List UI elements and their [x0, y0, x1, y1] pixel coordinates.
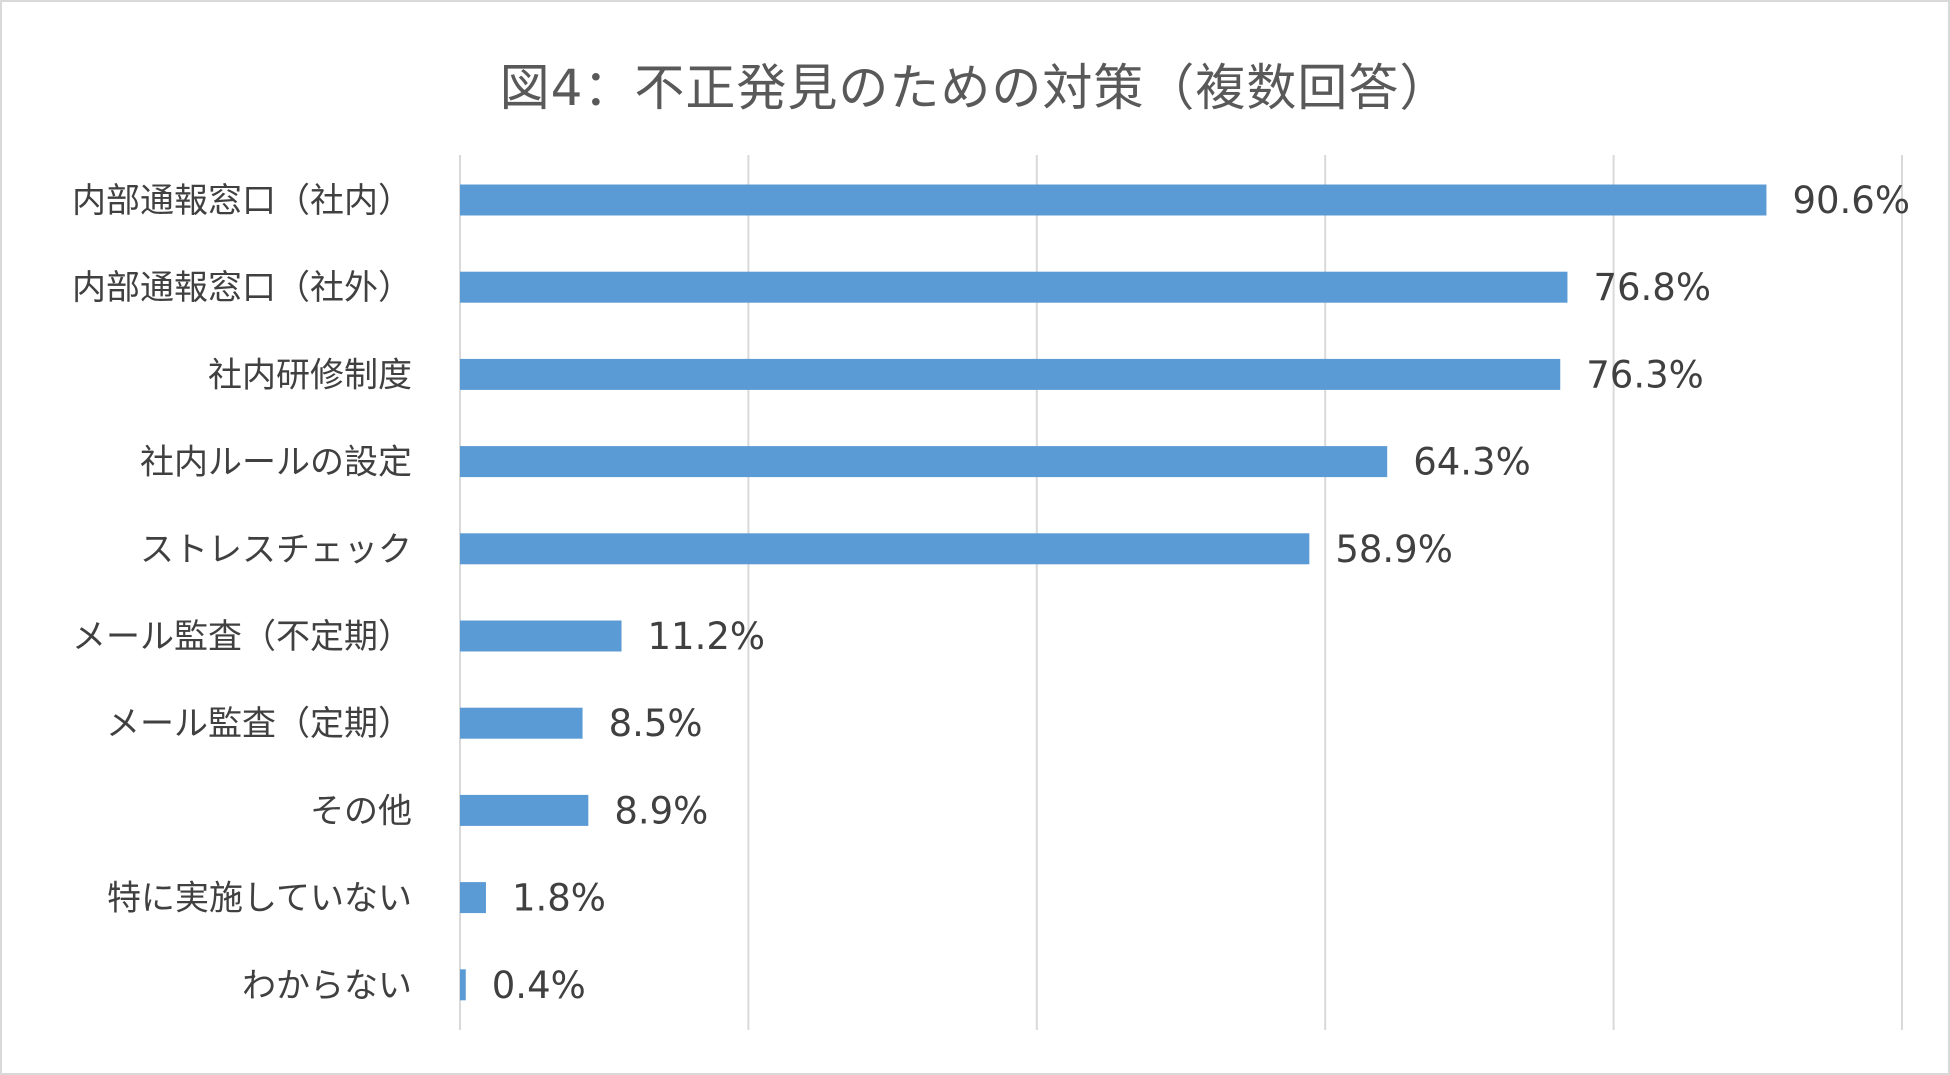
value-label: 0.4%	[492, 964, 586, 1007]
value-label: 58.9%	[1335, 528, 1453, 571]
value-label: 90.6%	[1792, 179, 1910, 222]
value-label: 11.2%	[648, 615, 766, 658]
bar	[460, 184, 1767, 216]
bar	[460, 446, 1388, 478]
value-label: 76.3%	[1586, 353, 1704, 396]
category-label: 内部通報窓口（社外）	[72, 268, 412, 308]
category-label: メール監査（定期）	[106, 704, 412, 744]
category-label: わからない	[242, 966, 412, 1006]
bar	[460, 707, 583, 739]
value-label: 64.3%	[1413, 441, 1531, 484]
value-label: 1.8%	[512, 877, 606, 920]
bar	[460, 358, 1561, 390]
category-label: 社内ルールの設定	[140, 443, 412, 483]
bar	[460, 271, 1568, 303]
value-label: 8.9%	[614, 789, 708, 832]
value-label: 8.5%	[609, 702, 703, 745]
category-label: 社内研修制度	[208, 355, 412, 395]
bars	[460, 184, 1767, 1001]
bar	[460, 969, 466, 1001]
category-label: メール監査（不定期）	[72, 617, 412, 657]
bar	[460, 533, 1310, 565]
category-labels: 内部通報窓口（社内） 内部通報窓口（社外） 社内研修制度社内ルールの設定ストレスチェ…	[72, 181, 412, 1006]
bar	[460, 882, 486, 914]
category-label: ストレスチェック	[140, 530, 412, 570]
value-labels: 90.6% 76.8% 76.3% 64.3% 58.9% 11.2% 8.5% 8.9% 1.…	[492, 179, 1910, 1007]
bar	[460, 620, 622, 652]
category-label: 内部通報窓口（社内）	[72, 181, 412, 221]
value-label: 76.8%	[1593, 266, 1711, 309]
category-label: 特に実施していない	[107, 879, 412, 919]
bar	[460, 794, 589, 826]
category-label: その他	[310, 791, 412, 831]
chart-title: 図4：不正発見のための対策（複数回答）	[499, 59, 1451, 117]
